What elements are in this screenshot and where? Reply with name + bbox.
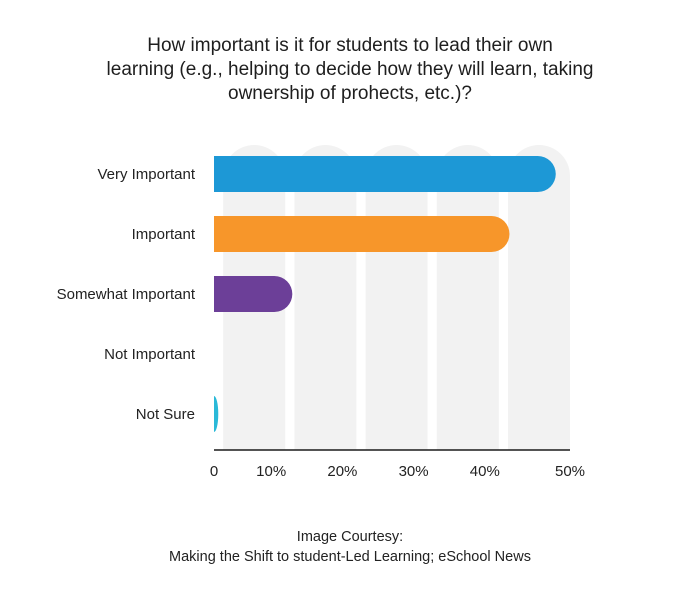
bar-somewhat-important (214, 276, 293, 312)
chart-title-line: ownership of prohects, etc.)? (228, 83, 472, 104)
x-tick-label: 50% (555, 463, 585, 480)
credit-line-2: Making the Shift to student-Led Learning… (169, 549, 531, 565)
category-label: Very Important (97, 166, 195, 183)
category-label: Not Sure (136, 406, 195, 423)
bar-very-important (214, 156, 556, 192)
x-tick-label: 30% (399, 463, 429, 480)
x-tick-label: 0 (210, 463, 218, 480)
x-tick-label: 20% (327, 463, 357, 480)
category-label: Important (132, 226, 196, 243)
bar-not-sure (214, 396, 219, 432)
category-label: Somewhat Important (57, 286, 196, 303)
image-credit: Image Courtesy: Making the Shift to stud… (0, 527, 700, 567)
bars (214, 156, 556, 432)
category-label: Not Important (104, 346, 196, 363)
x-tick-labels: 0 10% 20% 30% 40% 50% (210, 463, 585, 480)
credit-line-1: Image Courtesy: (296, 529, 404, 545)
category-labels: Very Important Important Somewhat Importan… (57, 166, 196, 423)
chart-title-line: learning (e.g., helping to decide how th… (106, 59, 594, 80)
chart-title: How important is it for students to lead… (40, 34, 660, 106)
bar-important (214, 216, 510, 252)
x-tick-label: 40% (470, 463, 500, 480)
chart-title-line: How important is it for students to lead… (147, 35, 553, 56)
x-tick-label: 10% (256, 463, 286, 480)
